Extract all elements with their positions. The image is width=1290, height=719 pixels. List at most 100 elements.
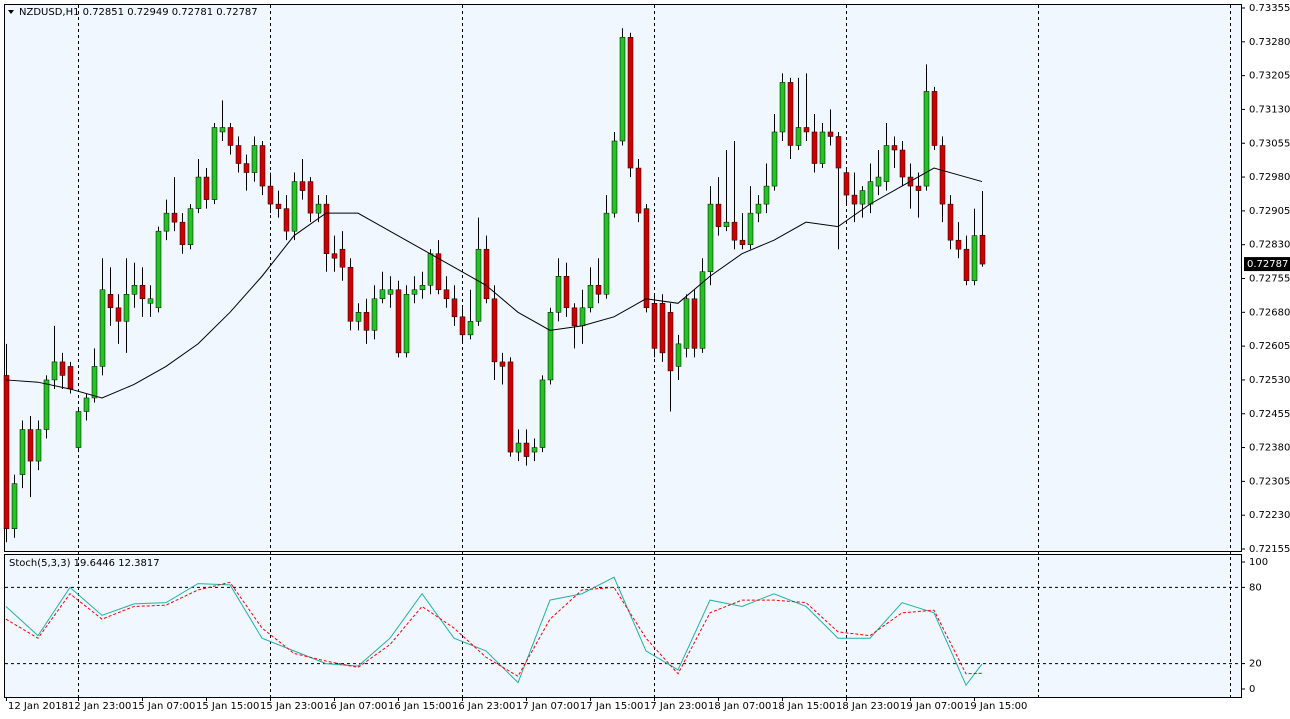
x-tick-label: 19 Jan 07:00: [900, 701, 963, 712]
candle-body: [483, 248, 490, 300]
candle-body: [379, 289, 386, 300]
candle-body: [11, 483, 18, 529]
current-price: 0.72787: [1247, 259, 1288, 270]
candle-body: [763, 185, 770, 205]
candle-body: [939, 145, 946, 205]
candle-body: [99, 289, 106, 367]
candle-body: [403, 294, 410, 354]
candle-body: [467, 321, 474, 336]
candle-body: [747, 212, 754, 245]
candle-body: [963, 248, 970, 282]
candle-body: [259, 145, 266, 187]
candle-body: [283, 208, 290, 232]
x-tick-label: 12 Jan 2018: [8, 701, 68, 712]
candle-body: [179, 221, 186, 245]
candle-body: [355, 312, 362, 322]
candle-body: [51, 361, 58, 381]
candle-body: [523, 442, 530, 457]
x-tick-label: 12 Jan 23:00: [68, 701, 131, 712]
candle-body: [715, 203, 722, 227]
candle-body: [851, 194, 858, 205]
candle-body: [699, 271, 706, 349]
candle-body: [739, 239, 746, 245]
candle-body: [595, 285, 602, 295]
candle-body: [243, 163, 250, 173]
candle-body: [275, 203, 282, 209]
candle-body: [395, 289, 402, 354]
y-tick-label: 20: [1249, 659, 1262, 670]
candle-body: [571, 307, 578, 327]
y-tick-label: 0.72155: [1249, 544, 1290, 555]
candle-body: [107, 294, 114, 309]
x-tick-label: 16 Jan 23:00: [452, 701, 515, 712]
candle-body: [419, 285, 426, 291]
candle-body: [451, 298, 458, 318]
candle-body: [147, 298, 154, 304]
y-tick-label: 0.72905: [1249, 206, 1290, 217]
candle-body: [235, 145, 242, 164]
indicator-name: Stoch(5,3,3): [9, 558, 71, 569]
close-value: 0.72787: [216, 7, 257, 18]
price-header: NZDUSD,H1 0.72851 0.72949 0.72781 0.7278…: [19, 7, 258, 18]
candle-body: [83, 397, 90, 412]
candle-body: [835, 136, 842, 169]
candle-body: [723, 221, 730, 227]
candle-body: [291, 181, 298, 232]
candle-body: [507, 361, 514, 453]
candle-body: [315, 203, 322, 214]
menu-icon: [8, 10, 14, 14]
x-tick-label: 15 Jan 23:00: [260, 701, 323, 712]
y-tick-label: 0.72455: [1249, 409, 1290, 420]
stoch-line: [5, 581, 983, 677]
candle-body: [59, 361, 66, 376]
y-tick-label: 0.73280: [1249, 37, 1290, 48]
candle-body: [547, 312, 554, 381]
candle-body: [539, 379, 546, 448]
candle-body: [411, 289, 418, 295]
x-tick-label: 18 Jan 07:00: [708, 701, 771, 712]
moving-average: [5, 167, 983, 399]
y-tick-label: 0.73205: [1249, 71, 1290, 82]
candle-body: [643, 208, 650, 309]
y-tick-label: 0.72380: [1249, 443, 1290, 454]
candle-body: [267, 185, 274, 205]
candle-body: [35, 429, 42, 462]
candle-body: [227, 127, 234, 146]
candle-body: [75, 411, 82, 448]
high-value: 0.72949: [127, 7, 168, 18]
open-value: 0.72851: [83, 7, 124, 18]
candle-body: [803, 127, 810, 133]
x-tick-label: 16 Jan 15:00: [388, 701, 451, 712]
candle-body: [635, 167, 642, 214]
y-tick-label: 80: [1249, 582, 1262, 593]
candle-body: [875, 176, 882, 187]
candle-body: [611, 140, 618, 214]
candle-body: [947, 203, 954, 241]
x-tick-label: 18 Jan 23:00: [836, 701, 899, 712]
candle-body: [515, 442, 522, 453]
candle-body: [579, 307, 586, 327]
candle-body: [563, 275, 570, 309]
candle-body: [971, 235, 978, 282]
candle-body: [443, 289, 450, 300]
y-tick-label: 0.72305: [1249, 476, 1290, 487]
candle-body: [787, 82, 794, 146]
candle-body: [979, 234, 986, 265]
x-tick-label: 17 Jan 07:00: [516, 701, 579, 712]
candle-body: [531, 447, 538, 453]
candle-body: [475, 248, 482, 322]
candle-body: [931, 91, 938, 146]
candle-body: [795, 127, 802, 146]
y-tick-label: 0.72530: [1249, 375, 1290, 386]
x-tick-label: 17 Jan 23:00: [644, 701, 707, 712]
y-tick-label: 0.72230: [1249, 510, 1290, 521]
x-tick-label: 19 Jan 15:00: [964, 701, 1027, 712]
candle-body: [619, 37, 626, 142]
candle-body: [67, 366, 74, 390]
candle-body: [899, 149, 906, 178]
candle-body: [707, 203, 714, 272]
candle-body: [163, 212, 170, 232]
candle-body: [675, 343, 682, 367]
candle-body: [427, 253, 434, 286]
